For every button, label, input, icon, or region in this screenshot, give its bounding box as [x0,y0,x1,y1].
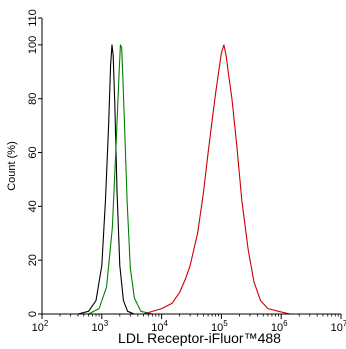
y-tick-label: 40 [27,200,39,212]
axes-layer [38,17,342,319]
y-tick-label: 80 [27,93,39,105]
x-tick-label: 104 [151,319,168,334]
y-axis-title: Count (%) [6,141,18,191]
y-tick-label: 60 [27,146,39,158]
x-tick-label: 107 [331,319,346,334]
y-tick-label: 0 [27,311,39,317]
series-layer [77,44,291,315]
x-tick-label: 105 [211,319,228,334]
series-line-2 [88,44,153,315]
x-tick-label: 102 [32,319,49,334]
x-tick-label: 103 [91,319,108,334]
series-line-3 [143,44,291,315]
labels-layer: 0 20 40 60 80 100 110 102 103 104 105 106 107 LDL Rec… [6,9,346,346]
y-tick-label: 20 [27,254,39,266]
series-line-1 [77,44,135,315]
x-tick-label: 106 [271,319,288,334]
y-tick-label: 100 [27,36,39,54]
x-axis-title: LDL Receptor-iFluor™488 [118,330,281,346]
y-tick-label: 110 [27,9,39,27]
